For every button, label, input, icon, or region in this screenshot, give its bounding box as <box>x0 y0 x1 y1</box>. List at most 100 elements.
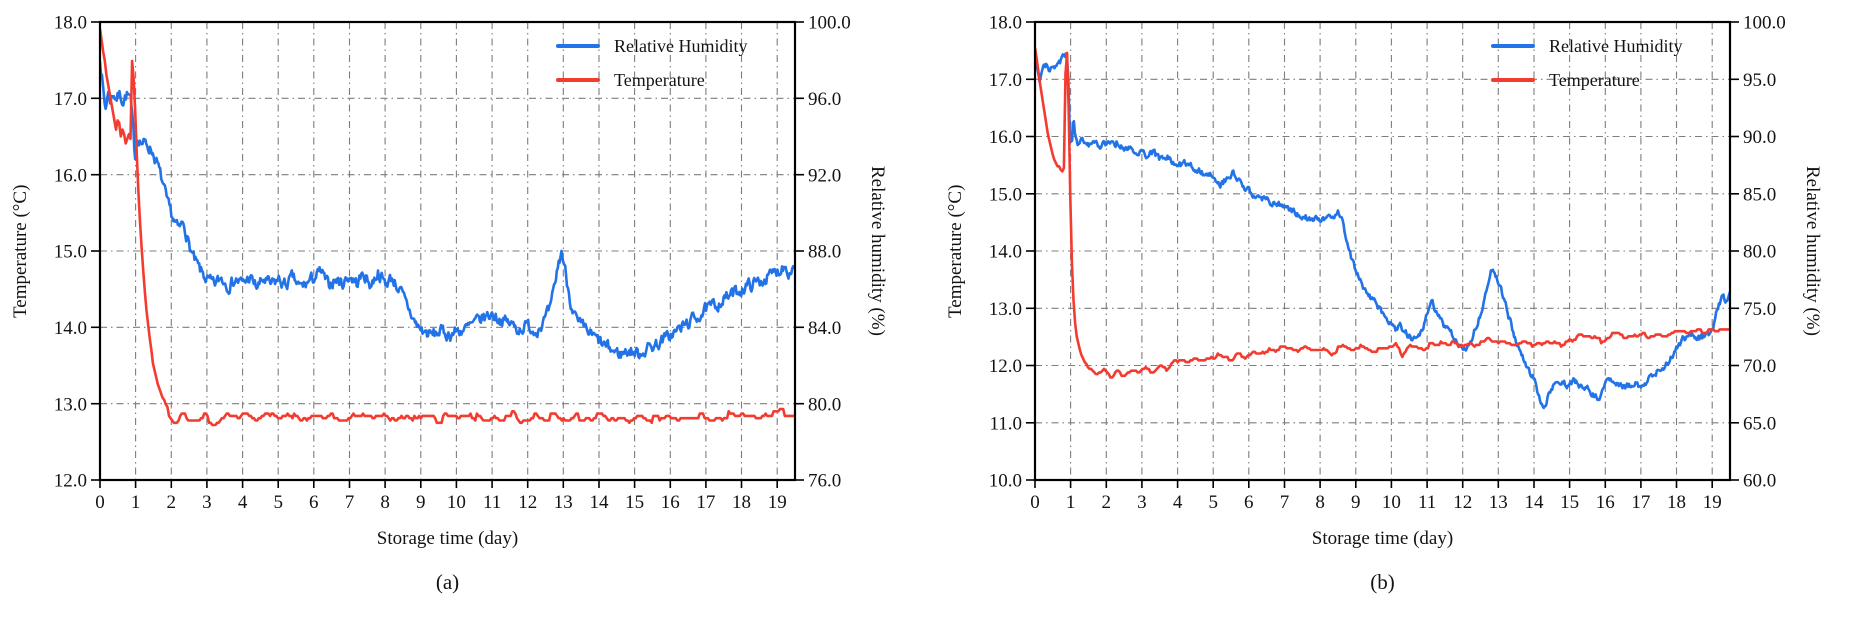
y-left-tick-label: 12.0 <box>54 471 87 492</box>
legend: Relative Humidity Temperature <box>1491 36 1682 104</box>
y-left-tick-label: 12.0 <box>989 356 1022 377</box>
x-tick-label: 4 <box>1173 492 1183 513</box>
y-left-tick-label: 15.0 <box>54 242 87 263</box>
y-left-tick-label: 13.0 <box>989 299 1022 320</box>
y-right-tick-label: 80.0 <box>1743 242 1776 263</box>
x-tick-label: 16 <box>661 492 680 513</box>
x-tick-label: 7 <box>1280 492 1290 513</box>
y-axis-title-temperature: Temperature (°C) <box>10 184 31 318</box>
y-left-tick-label: 14.0 <box>989 242 1022 263</box>
y-right-tick-label: 60.0 <box>1743 471 1776 492</box>
x-tick-label: 18 <box>732 492 751 513</box>
y-right-tick-label: 88.0 <box>808 242 841 263</box>
y-left-tick-label: 10.0 <box>989 471 1022 492</box>
x-tick-label: 17 <box>1631 492 1650 513</box>
y-left-tick-label: 11.0 <box>989 413 1022 434</box>
y-axis-title-humidity: Relative humidity (%) <box>1802 166 1823 336</box>
x-tick-label: 13 <box>1489 492 1508 513</box>
x-tick-label: 3 <box>1137 492 1147 513</box>
x-tick-label: 3 <box>202 492 212 513</box>
x-tick-label: 8 <box>1315 492 1325 513</box>
temperature-line-swatch <box>556 77 600 83</box>
x-tick-label: 17 <box>696 492 715 513</box>
y-right-tick-label: 80.0 <box>808 394 841 415</box>
x-tick-label: 2 <box>1102 492 1112 513</box>
x-tick-label: 15 <box>1560 492 1579 513</box>
x-tick-label: 5 <box>273 492 283 513</box>
x-tick-label: 15 <box>625 492 644 513</box>
humidity-line-swatch <box>556 43 600 49</box>
y-left-tick-label: 16.0 <box>54 165 87 186</box>
x-tick-label: 14 <box>590 492 610 513</box>
x-tick-label: 11 <box>1418 492 1436 513</box>
temperature-series-line <box>100 28 795 427</box>
figure-a: 0 1 2 3 4 5 6 7 8 9 10 11 12 13 14 15 16 17 18 19 18.0 17.0 16… <box>0 0 930 624</box>
x-tick-label: 5 <box>1208 492 1218 513</box>
x-tick-label: 6 <box>1244 492 1254 513</box>
x-axis-title: Storage time (day) <box>376 528 519 549</box>
legend: Relative Humidity Temperature <box>556 36 747 104</box>
x-tick-label: 1 <box>131 492 141 513</box>
y-right-tick-label: 75.0 <box>1743 299 1776 320</box>
x-tick-label: 2 <box>167 492 177 513</box>
y-left-tick-label: 18.0 <box>54 13 87 34</box>
x-axis-title: Storage time (day) <box>1311 528 1454 549</box>
y-left-tick-label: 14.0 <box>54 318 87 339</box>
chart-b-canvas: 0 1 2 3 4 5 6 7 8 9 10 11 12 13 14 15 16 17 18 1918.017.016… <box>989 13 1786 513</box>
humidity-series-line <box>1035 52 1730 410</box>
x-tick-label: 19 <box>768 492 787 513</box>
x-tick-label: 10 <box>1382 492 1401 513</box>
y-left-tick-label: 17.0 <box>989 70 1022 91</box>
y-right-tick-label: 95.0 <box>1743 70 1776 91</box>
y-axis-title-humidity: Relative humidity (%) <box>867 166 888 336</box>
y-left-tick-label: 13.0 <box>54 394 87 415</box>
x-tick-label: 16 <box>1596 492 1615 513</box>
x-tick-label: 0 <box>1030 492 1040 513</box>
legend-label-temperature: Temperature <box>1549 70 1640 90</box>
y-left-tick-label: 17.0 <box>54 89 87 110</box>
y-right-tick-label: 65.0 <box>1743 413 1776 434</box>
y-right-tick-label: 70.0 <box>1743 356 1776 377</box>
temperature-series-line <box>1035 47 1730 379</box>
y-right-tick-label: 84.0 <box>808 318 841 339</box>
x-tick-label: 10 <box>447 492 466 513</box>
x-tick-label: 0 <box>95 492 105 513</box>
humidity-line-swatch <box>1491 43 1535 49</box>
y-axis-title-temperature: Temperature (°C) <box>945 184 966 318</box>
x-tick-label: 4 <box>238 492 248 513</box>
x-tick-label: 19 <box>1703 492 1722 513</box>
y-right-tick-label: 92.0 <box>808 165 841 186</box>
y-left-tick-label: 15.0 <box>989 184 1022 205</box>
x-tick-label: 8 <box>380 492 390 513</box>
x-tick-label: 7 <box>345 492 355 513</box>
y-right-tick-label: 76.0 <box>808 471 841 492</box>
y-left-tick-label: 18.0 <box>989 13 1022 34</box>
y-right-tick-label: 96.0 <box>808 89 841 110</box>
x-tick-label: 1 <box>1066 492 1076 513</box>
figure-caption: (a) <box>435 570 460 594</box>
y-right-tick-label: 100.0 <box>1743 13 1786 34</box>
temperature-line-swatch <box>1491 77 1535 83</box>
legend-label-humidity: Relative Humidity <box>614 36 748 56</box>
figure-caption: (b) <box>1370 570 1395 594</box>
x-tick-label: 9 <box>1351 492 1361 513</box>
y-right-tick-label: 85.0 <box>1743 184 1776 205</box>
chart-a-canvas: 0 1 2 3 4 5 6 7 8 9 10 11 12 13 14 15 16 17 18 1918.017.016… <box>54 13 851 513</box>
x-tick-label: 9 <box>416 492 426 513</box>
x-tick-label: 14 <box>1525 492 1545 513</box>
legend-item-humidity: Relative Humidity <box>1491 36 1682 56</box>
y-left-tick-label: 16.0 <box>989 127 1022 148</box>
x-tick-label: 12 <box>518 492 537 513</box>
legend-label-humidity: Relative Humidity <box>1549 36 1683 56</box>
legend-item-temperature: Temperature <box>1491 70 1682 90</box>
humidity-series-line <box>100 61 795 360</box>
x-tick-label: 18 <box>1667 492 1686 513</box>
x-tick-label: 11 <box>483 492 501 513</box>
y-right-tick-label: 100.0 <box>808 13 851 34</box>
legend-item-humidity: Relative Humidity <box>556 36 747 56</box>
legend-label-temperature: Temperature <box>614 70 705 90</box>
x-tick-label: 12 <box>1453 492 1472 513</box>
x-tick-label: 13 <box>554 492 573 513</box>
x-tick-label: 6 <box>309 492 319 513</box>
